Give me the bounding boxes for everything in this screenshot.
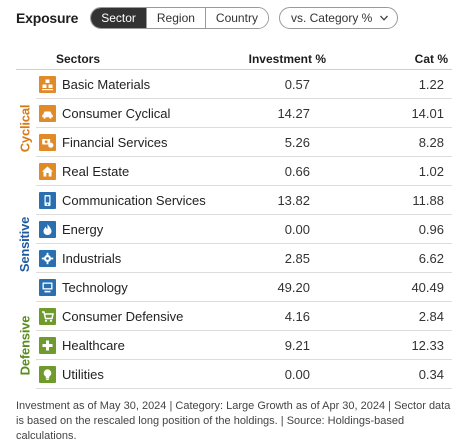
sector-name: Communication Services [62, 193, 206, 208]
exposure-title: Exposure [16, 10, 79, 26]
sector-name: Financial Services [62, 135, 168, 150]
tab-sector[interactable]: Sector [91, 8, 146, 28]
footnote: Investment as of May 30, 2024 | Category… [16, 400, 451, 442]
investment-value: 0.00 [284, 367, 310, 382]
gear-icon [39, 250, 56, 267]
category-value: 1.22 [418, 77, 444, 92]
table-row: Utilities 0.00 0.34 [36, 360, 452, 389]
exposure-toolbar: Exposure Sector Region Country vs. Categ… [16, 6, 399, 30]
table-row: Communication Services 13.82 11.88 [36, 186, 452, 215]
group-label-sensitive: Sensitive [17, 216, 33, 272]
header-divider [16, 69, 452, 70]
compare-dropdown-label: vs. Category % [290, 11, 373, 25]
column-header-sectors: Sectors [56, 52, 101, 66]
chevron-down-icon [380, 15, 389, 21]
basic-materials-icon [39, 76, 56, 93]
category-value: 12.33 [411, 338, 444, 353]
investment-value: 0.57 [284, 77, 310, 92]
investment-value: 9.21 [284, 338, 310, 353]
investment-value: 4.16 [284, 309, 310, 324]
table-row: Financial Services 5.26 8.28 [36, 128, 452, 157]
sector-name: Utilities [62, 367, 104, 382]
financial-services-icon [39, 134, 56, 151]
table-row: Industrials 2.85 6.62 [36, 244, 452, 273]
house-icon [39, 163, 56, 180]
tab-region[interactable]: Region [145, 8, 205, 28]
computer-icon [39, 279, 56, 296]
cart-icon [39, 308, 56, 325]
category-value: 1.02 [418, 164, 444, 179]
table-row: Consumer Cyclical 14.27 14.01 [36, 99, 452, 128]
category-value: 2.84 [418, 309, 444, 324]
phone-icon [39, 192, 56, 209]
category-value: 6.62 [418, 251, 444, 266]
category-value: 8.28 [418, 135, 444, 150]
category-value: 40.49 [411, 280, 444, 295]
car-icon [39, 105, 56, 122]
category-value: 0.34 [418, 367, 444, 382]
lightbulb-icon [39, 366, 56, 383]
investment-value: 49.20 [277, 280, 310, 295]
sector-name: Energy [62, 222, 104, 237]
table-row: Consumer Defensive 4.16 2.84 [36, 302, 452, 331]
compare-dropdown[interactable]: vs. Category % [278, 7, 399, 29]
investment-value: 13.82 [277, 193, 310, 208]
column-header-investment: Investment % [248, 52, 326, 66]
sector-name: Consumer Defensive [62, 309, 184, 324]
investment-value: 5.26 [284, 135, 310, 150]
column-header-category: Cat % [414, 52, 448, 66]
investment-value: 0.66 [284, 164, 310, 179]
flame-icon [39, 221, 56, 238]
category-value: 14.01 [411, 106, 444, 121]
sector-name: Basic Materials [62, 77, 151, 92]
investment-value: 14.27 [277, 106, 310, 121]
table-row: Basic Materials 0.57 1.22 [36, 70, 452, 99]
sector-name: Industrials [62, 251, 122, 266]
table-row: Healthcare 9.21 12.33 [36, 331, 452, 360]
table-row: Real Estate 0.66 1.02 [36, 157, 452, 186]
medical-cross-icon [39, 337, 56, 354]
exposure-segmented-control: Sector Region Country [90, 7, 269, 29]
sector-name: Healthcare [62, 338, 125, 353]
investment-value: 2.85 [284, 251, 310, 266]
group-label-cyclical: Cyclical [17, 104, 33, 152]
table-row: Energy 0.00 0.96 [36, 215, 452, 244]
category-value: 0.96 [418, 222, 444, 237]
tab-country[interactable]: Country [204, 8, 268, 28]
sector-name: Real Estate [62, 164, 130, 179]
sector-name: Consumer Cyclical [62, 106, 171, 121]
category-value: 11.88 [412, 193, 444, 208]
investment-value: 0.00 [284, 222, 310, 237]
sector-name: Technology [62, 280, 128, 295]
table-row: Technology 49.20 40.49 [36, 273, 452, 302]
group-label-defensive: Defensive [17, 315, 33, 376]
